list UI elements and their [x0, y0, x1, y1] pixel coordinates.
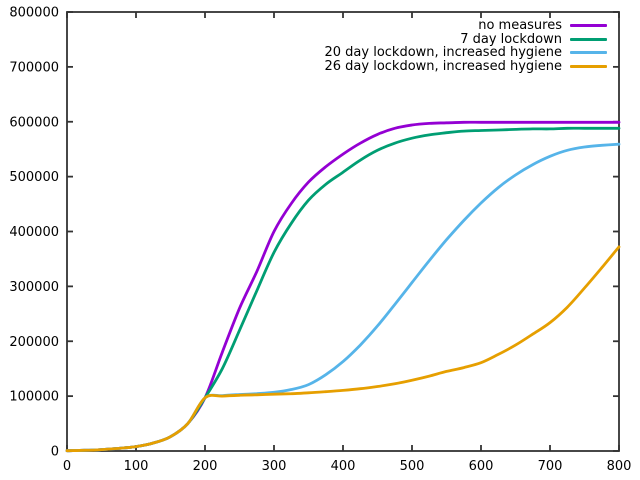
x-tick-label: 100: [124, 459, 149, 474]
legend-line-swatch: [570, 37, 607, 41]
y-tick-label: 0: [51, 445, 59, 460]
legend-label: 20 day lockdown, increased hygiene: [324, 45, 562, 60]
y-tick-label: 500000: [9, 170, 59, 185]
x-tick-label: 700: [538, 459, 563, 474]
y-tick-label: 200000: [9, 335, 59, 350]
x-tick-label: 0: [63, 459, 71, 474]
series-line: [65, 245, 621, 453]
x-tick-label: 800: [607, 459, 632, 474]
series-line: [65, 126, 621, 453]
y-tick-label: 600000: [9, 115, 59, 130]
legend-item: 20 day lockdown, increased hygiene: [324, 46, 607, 60]
legend-item: 7 day lockdown: [324, 31, 607, 47]
y-tick-label: 800000: [9, 6, 59, 21]
y-tick-label: 100000: [9, 390, 59, 405]
x-tick-label: 600: [469, 459, 494, 474]
x-tick-label: 400: [331, 459, 356, 474]
plot-border: [66, 11, 620, 452]
legend-item: 26 day lockdown, increased hygiene: [324, 58, 607, 74]
x-tick-label: 500: [400, 459, 425, 474]
legend-line-swatch: [570, 64, 607, 68]
legend-label: 7 day lockdown: [460, 31, 562, 47]
x-tick-label: 300: [262, 459, 287, 474]
x-tick-label: 200: [193, 459, 218, 474]
y-tick-label: 300000: [9, 280, 59, 295]
legend-line-swatch: [570, 24, 607, 28]
series-line: [65, 142, 621, 453]
y-tick-label: 700000: [9, 60, 59, 75]
y-tick-label: 400000: [9, 225, 59, 240]
legend: no measures 7 day lockdown 20 day lockdown…: [324, 19, 607, 73]
legend-item: no measures: [324, 19, 607, 33]
legend-line-swatch: [570, 51, 607, 55]
legend-label: no measures: [478, 18, 562, 33]
legend-label: 26 day lockdown, increased hygiene: [324, 58, 562, 74]
